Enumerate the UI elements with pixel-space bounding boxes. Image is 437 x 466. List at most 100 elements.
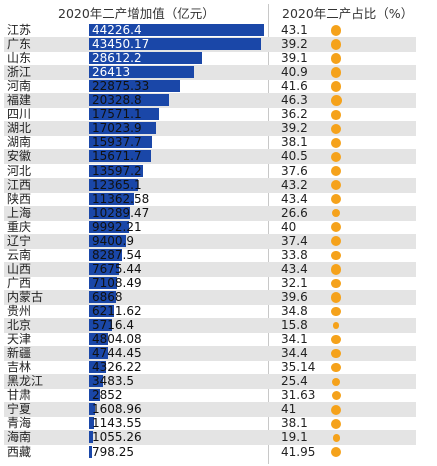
table-row: 海南 1055.26 19.1 (4, 430, 416, 446)
table-row: 河北 13597.2 37.6 (4, 164, 416, 179)
value-label: 4744.45 (92, 346, 142, 361)
value-bar (89, 305, 114, 317)
share-label: 39.2 (281, 121, 308, 136)
province-label: 天津 (7, 332, 32, 347)
share-label: 33.8 (281, 247, 308, 262)
value-label: 15937.7 (92, 135, 142, 150)
value-bar (89, 122, 157, 135)
value-bar (89, 347, 108, 360)
table-row: 云南 8287.54 33.8 (4, 248, 416, 263)
share-label: 38.1 (281, 416, 308, 431)
province-label: 上海 (7, 205, 32, 220)
value-label: 7675.44 (92, 261, 142, 276)
value-label: 13597.2 (92, 163, 142, 178)
table-row: 天津 4804.08 34.1 (4, 332, 416, 347)
share-label: 43.4 (281, 191, 308, 206)
table-row: 山东 28612.2 39.1 (4, 51, 416, 66)
share-label: 38.1 (281, 135, 308, 150)
value-label: 11362.58 (92, 191, 150, 206)
value-label: 17571.1 (92, 107, 142, 122)
share-label: 34.4 (281, 346, 308, 361)
share-label: 43.2 (281, 177, 308, 192)
value-label: 4804.08 (92, 332, 142, 347)
value-bar (89, 319, 112, 332)
share-label: 41.6 (281, 79, 308, 94)
province-label: 湖北 (7, 121, 32, 136)
value-label: 5716.4 (92, 318, 134, 333)
share-dot (331, 334, 341, 345)
value-bar (89, 445, 93, 458)
share-label: 35.14 (281, 360, 316, 375)
value-bar (89, 262, 120, 275)
table-row: 上海 10289.47 26.6 (4, 205, 416, 221)
table-row: 宁夏 1608.96 41 (4, 402, 416, 418)
value-bar (89, 248, 122, 261)
province-label: 贵州 (7, 304, 32, 318)
value-bar (89, 403, 96, 416)
value-label: 20328.8 (92, 93, 142, 108)
value-bar (89, 66, 194, 79)
value-bar (89, 108, 159, 121)
province-label: 江西 (7, 177, 32, 192)
province-label: 广东 (7, 37, 32, 52)
share-label: 37.4 (281, 233, 308, 248)
share-dot (330, 404, 342, 416)
value-bar (89, 417, 94, 430)
value-label: 6211.62 (92, 304, 142, 318)
province-label: 甘肃 (7, 388, 32, 403)
value-label: 44226.4 (92, 23, 142, 37)
share-label: 40.5 (281, 149, 308, 164)
province-label: 海南 (7, 430, 32, 445)
share-dot (330, 222, 342, 233)
share-dot (331, 362, 341, 373)
value-label: 10289.47 (92, 205, 150, 220)
table-row: 浙江 26413 40.9 (4, 65, 416, 81)
table-row: 江苏 44226.4 43.1 (4, 23, 416, 38)
value-column-title: 2020年二产增加值（亿元） (58, 6, 215, 21)
share-label: 40 (281, 219, 297, 234)
share-dot (331, 208, 341, 218)
province-label: 四川 (7, 107, 32, 122)
table-row: 贵州 6211.62 34.8 (4, 304, 416, 319)
province-label: 辽宁 (7, 233, 32, 248)
share-dot (330, 81, 342, 92)
table-row: 新疆 4744.45 34.4 (4, 346, 416, 362)
province-label: 重庆 (7, 219, 32, 234)
value-bar (89, 80, 180, 93)
share-dot (330, 25, 342, 36)
table-row: 内蒙古 6868 39.6 (4, 289, 416, 305)
share-dot (330, 446, 342, 458)
share-label: 26.6 (281, 205, 308, 220)
share-dot (331, 391, 341, 401)
value-label: 8287.54 (92, 247, 142, 262)
value-bar (89, 220, 129, 233)
share-label: 36.2 (281, 107, 308, 122)
share-label: 43.1 (281, 23, 308, 37)
table-row: 广西 7108.49 32.1 (4, 276, 416, 291)
value-bar (89, 361, 107, 374)
value-label: 1608.96 (92, 402, 142, 417)
province-label: 江苏 (7, 23, 32, 37)
share-dot (330, 53, 341, 64)
share-label: 39.2 (281, 37, 308, 52)
value-bar (89, 234, 127, 247)
share-label: 43.4 (281, 261, 308, 276)
value-label: 7108.49 (92, 275, 142, 290)
share-dot (330, 95, 342, 107)
value-bar (89, 192, 134, 205)
province-label: 黑龙江 (7, 374, 44, 389)
value-label: 9400.9 (92, 233, 134, 248)
province-label: 福建 (7, 93, 32, 108)
value-bar (89, 150, 151, 163)
value-bar (89, 94, 170, 107)
table-row: 重庆 9992.21 40 (4, 220, 416, 235)
value-label: 12365.1 (92, 177, 142, 192)
table-row: 辽宁 9400.9 37.4 (4, 233, 416, 249)
province-label: 吉林 (7, 360, 32, 375)
share-dot (331, 278, 341, 288)
value-bar (89, 431, 94, 444)
value-bar (89, 24, 264, 36)
share-dot (331, 236, 341, 247)
value-bar (89, 164, 143, 177)
share-label: 39.6 (281, 289, 308, 304)
